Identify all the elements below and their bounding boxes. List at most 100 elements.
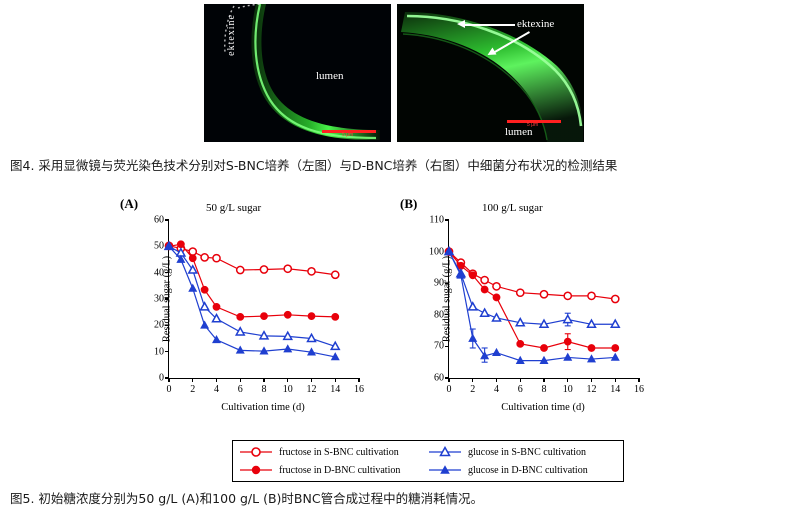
data-point xyxy=(330,270,340,280)
series-line xyxy=(168,245,336,347)
data-point xyxy=(611,344,620,352)
y-tick-label: 30 xyxy=(154,293,164,305)
data-point xyxy=(331,313,340,321)
series-line xyxy=(168,243,336,318)
x-tick-label: 14 xyxy=(330,384,341,395)
data-point xyxy=(283,344,293,353)
legend-item-3: glucose in D-BNC cultivation xyxy=(428,464,617,476)
panel-b-letter: (B) xyxy=(400,196,418,211)
scale-label-right: 5 μm xyxy=(527,122,539,128)
series-line xyxy=(448,251,616,300)
data-point xyxy=(610,352,620,361)
data-point xyxy=(235,345,245,354)
data-point xyxy=(562,313,574,324)
data-point xyxy=(260,312,268,321)
y-tick-label: 110 xyxy=(429,214,444,226)
legend-item-1: glucose in S-BNC cultivation xyxy=(428,446,617,458)
data-point xyxy=(468,271,477,280)
data-point xyxy=(491,312,502,322)
panel-a-letter: (A) xyxy=(120,196,139,211)
data-point xyxy=(539,289,549,299)
scale-bar-right xyxy=(507,120,561,123)
y-tick-mark xyxy=(165,298,169,300)
x-tick-label: 12 xyxy=(306,384,317,395)
data-point xyxy=(236,313,245,321)
chart-panel-a: (A) 50 g/L sugar Residual sugar (g/L) 01… xyxy=(110,196,410,426)
x-tick-mark xyxy=(614,378,616,382)
data-point xyxy=(609,318,621,329)
x-tick-mark xyxy=(192,378,194,382)
y-tick-label: 80 xyxy=(434,309,444,321)
data-point xyxy=(480,275,489,285)
series-line xyxy=(448,251,616,362)
x-tick-label: 0 xyxy=(166,384,172,395)
legend-label-0: fructose in S-BNC cultivation xyxy=(279,446,399,458)
legend-item-2: fructose in D-BNC cultivation xyxy=(239,464,428,476)
x-tick-label: 6 xyxy=(517,384,523,395)
x-tick-label: 2 xyxy=(190,384,196,395)
x-tick-label: 4 xyxy=(494,384,499,395)
y-tick-label: 0 xyxy=(159,372,164,384)
x-tick-label: 8 xyxy=(261,384,267,395)
y-tick-label: 40 xyxy=(154,267,164,279)
legend-label-2: fructose in D-BNC cultivation xyxy=(279,464,401,476)
x-tick-mark xyxy=(239,378,241,382)
y-tick-mark xyxy=(445,345,449,347)
data-point xyxy=(188,247,198,256)
data-point xyxy=(188,283,198,292)
x-tick-mark xyxy=(358,378,360,382)
data-point xyxy=(514,316,526,327)
data-point xyxy=(456,270,466,279)
data-point xyxy=(258,330,270,340)
x-tick-label: 16 xyxy=(634,384,644,395)
y-tick-label: 20 xyxy=(154,319,164,331)
figure5-legend: fructose in S-BNC cultivation glucose in… xyxy=(232,440,624,482)
data-point xyxy=(307,312,316,321)
data-point xyxy=(538,318,550,329)
data-point xyxy=(492,347,501,357)
y-tick-label: 90 xyxy=(434,277,444,289)
y-tick-mark xyxy=(445,282,449,284)
x-tick-label: 2 xyxy=(470,384,476,395)
series-line xyxy=(448,251,616,325)
data-point xyxy=(563,337,572,346)
data-point xyxy=(563,352,573,361)
x-tick-mark xyxy=(567,378,569,382)
data-point xyxy=(480,351,490,360)
figure5-caption: 图5. 初始糖浓度分别为50 g/L (A)和100 g/L (B)时BNC管合… xyxy=(10,491,484,506)
data-point xyxy=(587,291,596,301)
arrow-line-top xyxy=(463,24,515,26)
legend-item-0: fructose in S-BNC cultivation xyxy=(239,446,428,458)
y-tick-mark xyxy=(445,219,449,221)
data-point xyxy=(200,320,210,329)
data-point xyxy=(200,253,209,262)
data-point xyxy=(480,285,489,294)
data-point xyxy=(479,307,490,317)
plot-area-b: Residual sugar (g/L) 60 70 80 90 100 110 0 2 4 6 8… xyxy=(429,215,644,396)
x-tick-mark xyxy=(638,378,640,382)
arrow-head-top xyxy=(457,20,465,28)
data-point xyxy=(307,347,316,356)
data-point xyxy=(515,288,525,298)
data-point xyxy=(307,267,316,276)
data-point xyxy=(212,303,221,311)
x-tick-label: 8 xyxy=(541,384,547,395)
data-point xyxy=(330,352,340,361)
figure4-caption: 图4. 采用显微镜与荧光染色技术分别对S-BNC培养（左图）与D-BNC培养（右… xyxy=(10,158,618,173)
series-layer xyxy=(443,245,621,364)
x-tick-mark xyxy=(287,378,289,382)
x-tick-mark xyxy=(543,378,545,382)
x-tick-mark xyxy=(495,378,498,382)
x-tick-mark xyxy=(263,378,265,382)
data-point xyxy=(515,355,525,364)
data-point xyxy=(467,301,479,311)
legend-marker-filled-circle xyxy=(240,465,272,475)
x-tick-mark xyxy=(590,378,593,382)
data-point xyxy=(211,312,222,323)
data-point xyxy=(492,282,501,291)
data-point xyxy=(199,301,210,311)
x-tick-mark xyxy=(472,378,474,382)
x-tick-label: 10 xyxy=(562,384,573,395)
data-point xyxy=(587,344,596,352)
y-tick-label: 10 xyxy=(154,346,164,358)
